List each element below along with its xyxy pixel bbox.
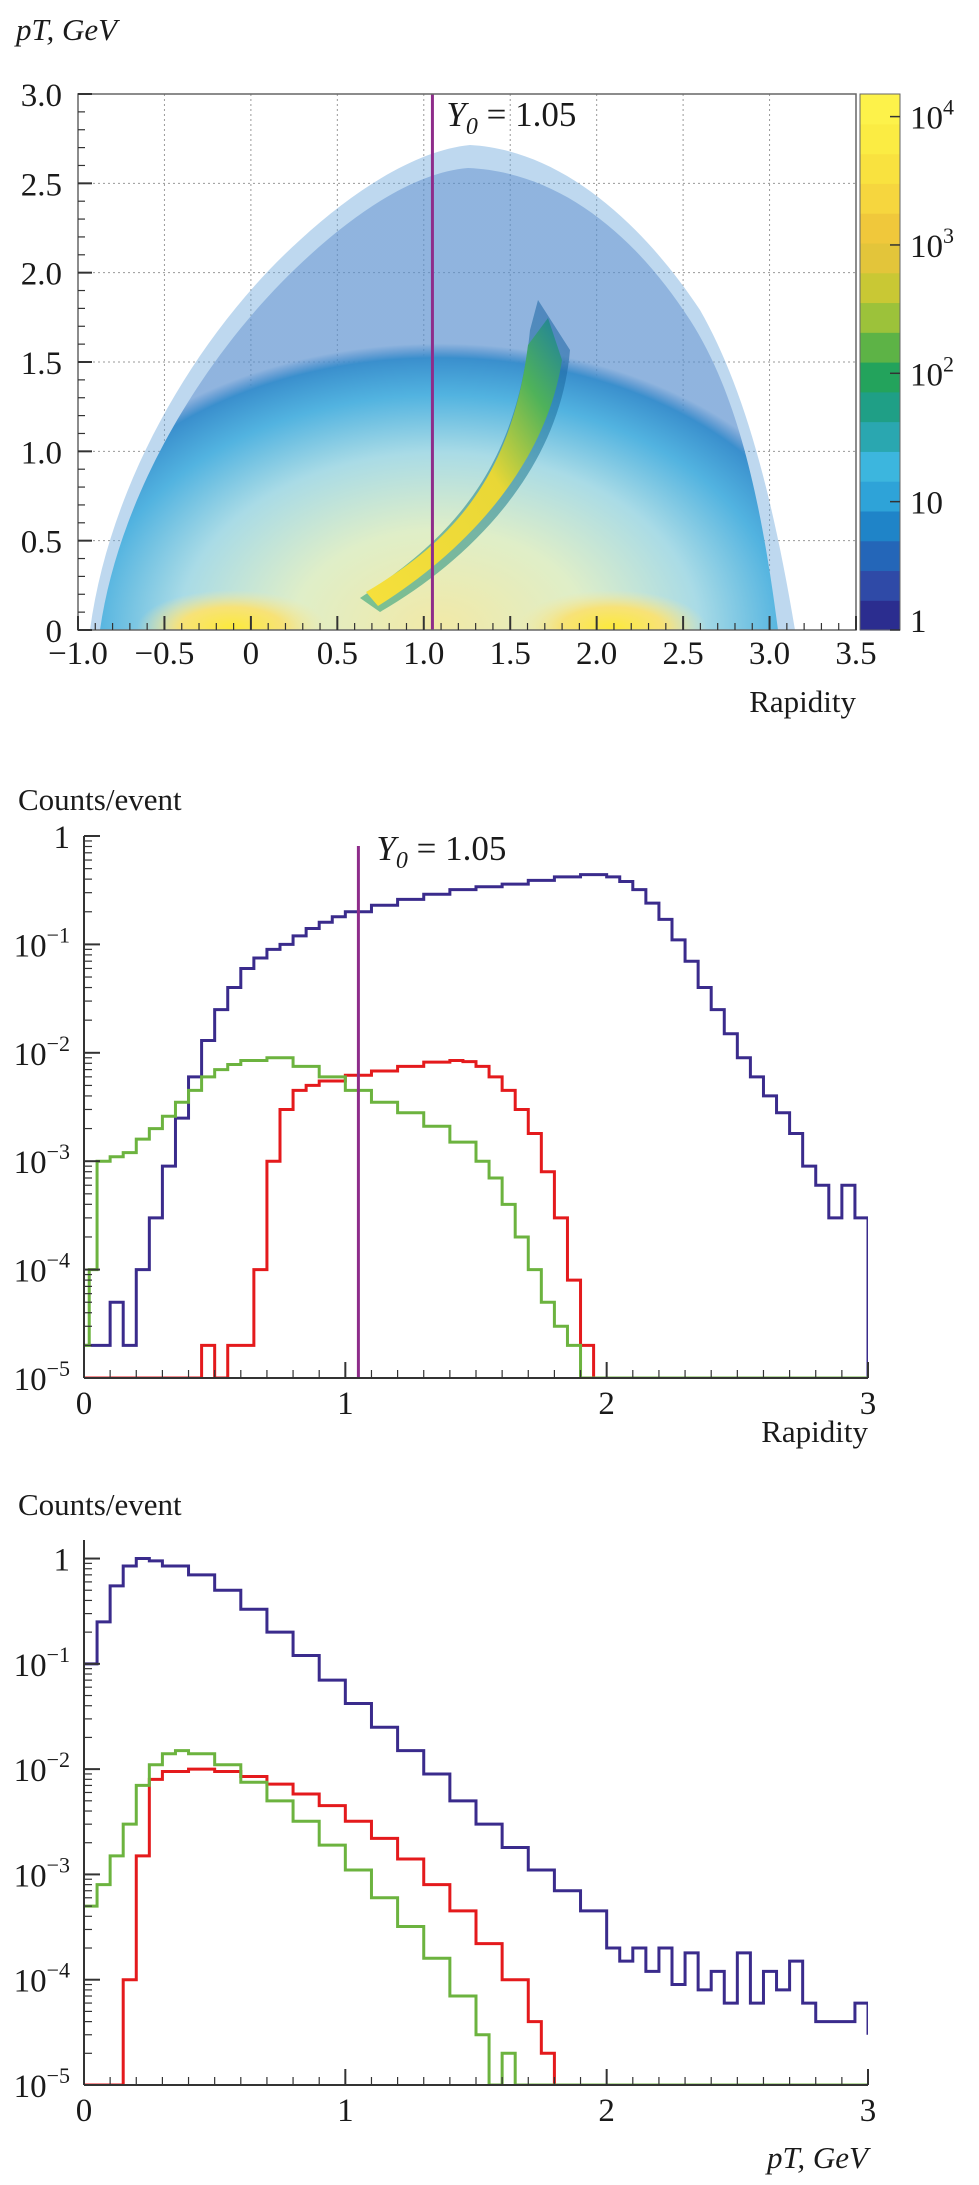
pt-series-group	[84, 1557, 868, 2085]
x-tick-label: 2	[598, 2093, 615, 2129]
heatmap-x-tick-label: 0.5	[317, 636, 358, 672]
heatmap-x-tick-label: 1.5	[490, 636, 531, 672]
heatmap-y-axis-label: pT, GeV	[14, 12, 120, 47]
pt-x-axis-label: pT, GeV	[765, 2140, 871, 2175]
y-tick-label: 10−2	[14, 1747, 70, 1789]
heatmap-y-tick-label: 1.0	[21, 435, 62, 471]
y-tick-label: 10−4	[14, 1248, 70, 1290]
colorbar-tick-label: 1	[910, 604, 927, 640]
colorbar-segment	[860, 302, 900, 333]
series-line-3	[84, 1749, 868, 2085]
x-tick-label: 1	[337, 2093, 354, 2129]
y-tick-label: 10−3	[14, 1139, 70, 1181]
rapidity-distribution-panel: Counts/event Rapidity Y0 = 1.05 0 1 2 3 1 10−…	[14, 782, 877, 1449]
series-line-3	[84, 1056, 868, 1378]
colorbar-segment	[860, 332, 900, 363]
heatmap-x-tick-label: 2.5	[662, 636, 703, 672]
y-tick-label: 10−5	[14, 1356, 70, 1398]
heatmap-main-cloud	[100, 168, 778, 630]
heatmap-panel: pT, GeV Rapidity Y0 = 1.05 −1.0 −0.5 0 0.5 1…	[14, 12, 954, 719]
colorbar-tick-label: 10	[910, 486, 943, 522]
y-tick-label: 10−1	[14, 922, 70, 964]
colorbar-segment	[860, 540, 900, 572]
x-tick-label: 0	[76, 2093, 93, 2129]
heatmap-axes: −1.0 −0.5 0 0.5 1.0 1.5 2.0 2.5 3.0 3.5 0 0.5 1.0 1.5…	[21, 78, 877, 672]
colorbar-segment	[860, 94, 900, 125]
colorbar-segment	[860, 153, 900, 184]
heatmap-x-tick-label: 0	[243, 636, 260, 672]
colorbar-segment	[860, 451, 900, 482]
heatmap-x-tick-label: −0.5	[135, 636, 195, 672]
heatmap-colorbar: 1 10 102 103 104	[859, 93, 954, 640]
heatmap-y-tick-label: 0	[46, 614, 63, 650]
colorbar-tick-label: 103	[910, 223, 954, 265]
heatmap-y-tick-label: 3.0	[21, 78, 62, 114]
x-tick-label: 2	[598, 1386, 615, 1422]
colorbar-frame	[859, 93, 901, 631]
colorbar-segment	[860, 421, 900, 452]
colorbar-segment	[860, 272, 900, 304]
pt-axes: 0 1 2 3 1 10−1 10−2 10−3 10−4 10−5	[14, 1540, 877, 2129]
x-tick-label: 1	[337, 1386, 354, 1422]
x-tick-label: 3	[860, 1386, 877, 1422]
heatmap-hot-spot-right	[517, 590, 707, 630]
colorbar-tick-label: 102	[910, 351, 954, 393]
y-tick-label: 10−2	[14, 1031, 70, 1073]
colorbar-segment	[860, 123, 900, 155]
heatmap-y0-annotation: Y0 = 1.05	[446, 95, 576, 140]
y-tick-label: 10−3	[14, 1852, 70, 1894]
y-tick-label: 1	[54, 820, 71, 856]
heatmap-hot-spot-left	[137, 590, 327, 630]
colorbar-tick-label: 104	[910, 95, 954, 137]
y-tick-label: 10−1	[14, 1642, 70, 1684]
y-tick-label: 1	[54, 1543, 71, 1579]
rapidity-y0-annotation: Y0 = 1.05	[376, 829, 506, 874]
pt-y-axis-label: Counts/event	[18, 1487, 182, 1522]
pt-distribution-panel: Counts/event pT, GeV 0 1 2 3 1 10−1 10−2 10−3 10…	[14, 1487, 877, 2175]
x-tick-label: 0	[76, 1386, 93, 1422]
colorbar-segment	[860, 481, 900, 512]
x-tick-label: 3	[860, 2093, 877, 2129]
heatmap-y-tick-label: 2.5	[21, 167, 62, 203]
heatmap-x-tick-label: 3.0	[749, 636, 790, 672]
heatmap-x-tick-label: 1.0	[403, 636, 444, 672]
heatmap-x-axis-label: Rapidity	[749, 684, 856, 719]
rapidity-axes: 0 1 2 3 1 10−1 10−2 10−3 10−4 10−5	[14, 820, 877, 1422]
heatmap-arc-band	[366, 318, 562, 606]
colorbar-segment	[860, 570, 900, 601]
y-tick-label: 10−5	[14, 2063, 70, 2105]
colorbar-segment	[860, 213, 900, 244]
heatmap-x-tick-label: −1.0	[48, 636, 108, 672]
heatmap-x-tick-label: 2.0	[576, 636, 617, 672]
colorbar-segment	[860, 510, 900, 542]
heatmap-x-tick-label: 3.5	[835, 636, 876, 672]
heatmap-density	[90, 145, 795, 630]
rapidity-y-axis-label: Counts/event	[18, 782, 182, 817]
heatmap-y-tick-label: 0.5	[21, 525, 62, 561]
heatmap-y-tick-label: 2.0	[21, 257, 62, 293]
colorbar-segment	[860, 242, 900, 274]
heatmap-y-tick-label: 1.5	[21, 346, 62, 382]
series-line-2	[84, 1058, 601, 1378]
y-tick-label: 10−4	[14, 1958, 70, 2000]
colorbar-segment	[860, 600, 900, 631]
rapidity-series-group	[84, 873, 868, 1378]
colorbar-segment	[860, 183, 900, 214]
series-line-1	[84, 1557, 868, 2035]
rapidity-x-axis-label: Rapidity	[761, 1414, 868, 1449]
colorbar-segment	[860, 362, 900, 393]
series-line-1	[84, 873, 868, 1378]
colorbar-segment	[860, 391, 900, 423]
